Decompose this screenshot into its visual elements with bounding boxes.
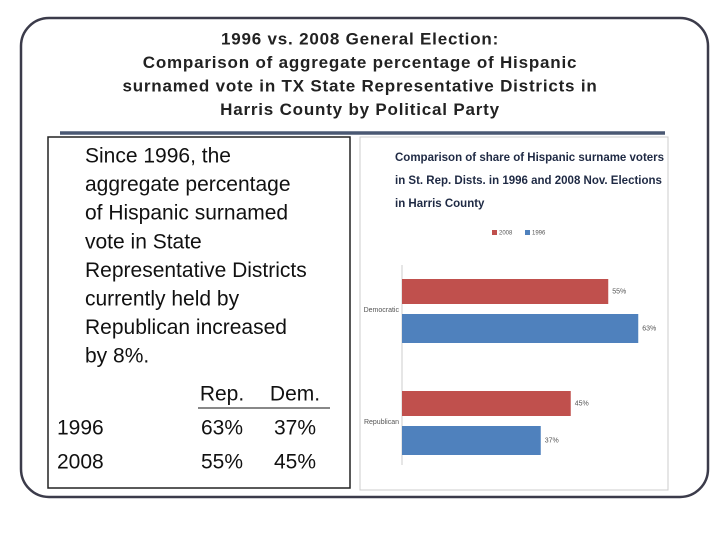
slide-title: surnamed vote in TX State Representative…: [122, 76, 597, 95]
body-text: Representative Districts: [85, 259, 307, 282]
body-text: Republican increased: [85, 316, 287, 339]
body-text: by 8%.: [85, 345, 149, 368]
slide-title: Harris County by Political Party: [220, 100, 500, 119]
row-label: 2008: [57, 451, 104, 474]
table-cell: 63%: [201, 417, 243, 440]
legend-label: 2008: [499, 231, 513, 237]
slide-title: Comparison of aggregate percentage of Hi…: [143, 53, 578, 72]
table-cell: 37%: [274, 417, 316, 440]
legend-swatch: [525, 230, 530, 235]
bar: [402, 279, 609, 304]
table-header: Dem.: [270, 383, 320, 406]
bar: [402, 426, 541, 455]
value-label: 45%: [575, 400, 589, 407]
value-label: 37%: [545, 437, 559, 444]
legend-label: 1996: [532, 231, 546, 237]
bar: [402, 391, 571, 416]
table-cell: 55%: [201, 451, 243, 474]
text-box: [47, 136, 351, 489]
table-cell: 45%: [274, 451, 316, 474]
category-label: Democratic: [364, 307, 400, 314]
body-text: currently held by: [85, 288, 240, 311]
body-text: Since 1996, the: [85, 145, 231, 168]
value-label: 55%: [612, 288, 626, 295]
table-header: Rep.: [200, 383, 244, 406]
row-label: 1996: [57, 417, 104, 440]
category-label: Republican: [364, 419, 399, 426]
chart-title: in Harris County: [395, 198, 485, 210]
slide-border: [19, 16, 710, 499]
chart-title: Comparison of share of Hispanic surname …: [395, 152, 664, 164]
slide-title: 1996 vs. 2008 General Election:: [221, 29, 499, 48]
chart-title: in St. Rep. Dists. in 1996 and 2008 Nov.…: [395, 175, 662, 187]
legend-swatch: [492, 230, 497, 235]
bar: [402, 314, 639, 343]
value-label: 63%: [642, 325, 656, 332]
body-text: aggregate percentage: [85, 173, 291, 196]
body-text: of Hispanic surnamed: [85, 202, 288, 225]
body-text: vote in State: [85, 230, 202, 253]
